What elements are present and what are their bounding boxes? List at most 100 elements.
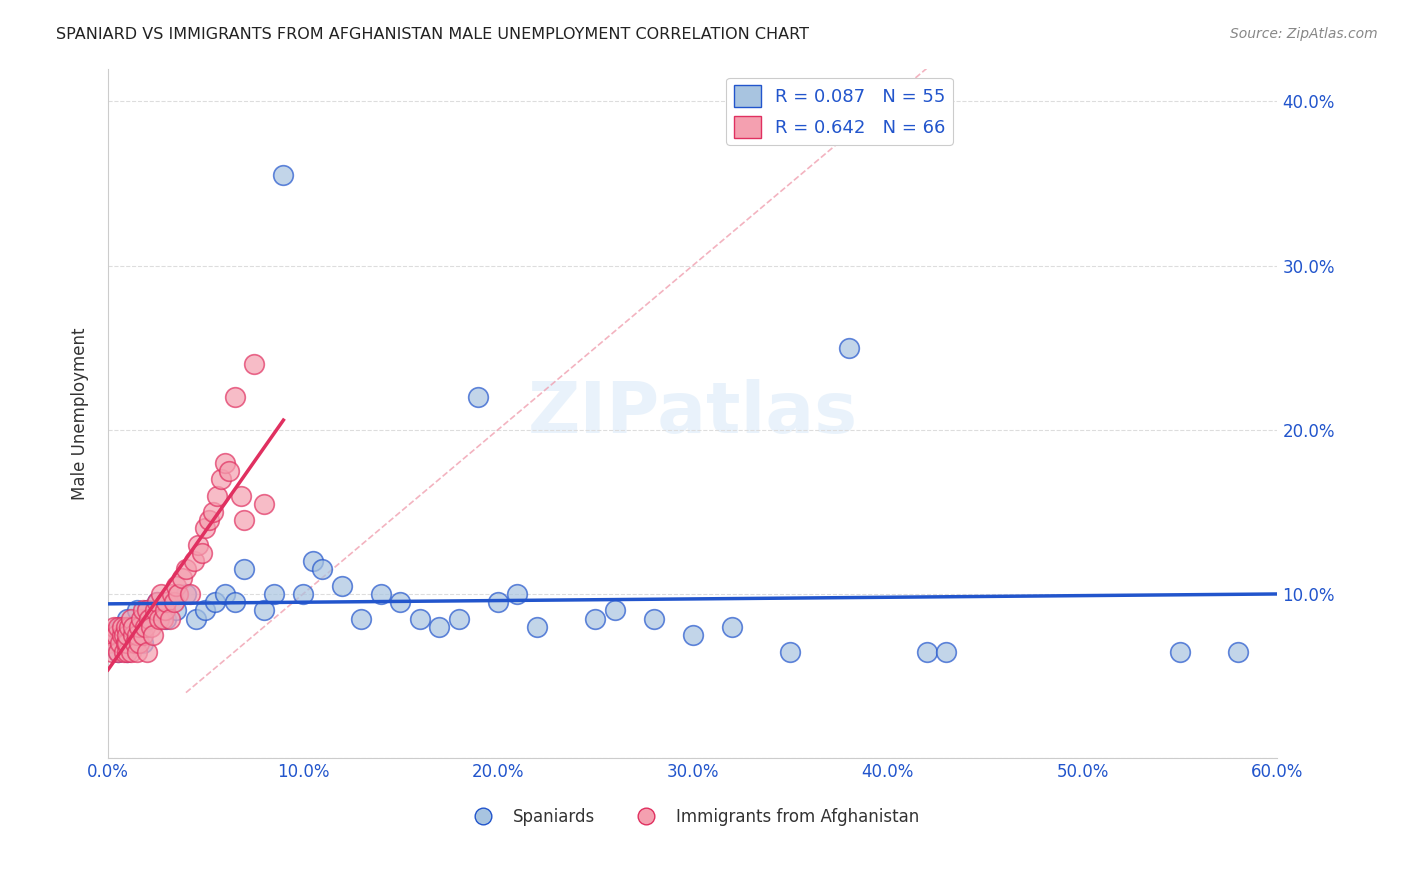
- Spaniards: [194, 603, 217, 617]
- Immigrants from Afghanistan: [139, 620, 162, 634]
- Spaniards: [103, 628, 125, 642]
- Spaniards: [233, 562, 256, 576]
- Spaniards: [311, 562, 333, 576]
- Immigrants from Afghanistan: [136, 644, 159, 658]
- Immigrants from Afghanistan: [205, 489, 228, 503]
- Immigrants from Afghanistan: [233, 513, 256, 527]
- Spaniards: [350, 612, 373, 626]
- Text: Source: ZipAtlas.com: Source: ZipAtlas.com: [1230, 27, 1378, 41]
- Spaniards: [114, 620, 136, 634]
- Spaniards: [104, 636, 127, 650]
- Immigrants from Afghanistan: [120, 644, 142, 658]
- Immigrants from Afghanistan: [114, 636, 136, 650]
- Immigrants from Afghanistan: [111, 628, 134, 642]
- Spaniards: [204, 595, 226, 609]
- Immigrants from Afghanistan: [108, 636, 131, 650]
- Immigrants from Afghanistan: [107, 644, 129, 658]
- Spaniards: [935, 644, 957, 658]
- Immigrants from Afghanistan: [170, 571, 193, 585]
- Spaniards: [273, 168, 295, 182]
- Text: SPANIARD VS IMMIGRANTS FROM AFGHANISTAN MALE UNEMPLOYMENT CORRELATION CHART: SPANIARD VS IMMIGRANTS FROM AFGHANISTAN …: [56, 27, 810, 42]
- Immigrants from Afghanistan: [198, 513, 221, 527]
- Immigrants from Afghanistan: [243, 357, 266, 371]
- Spaniards: [132, 636, 155, 650]
- Spaniards: [301, 554, 323, 568]
- Spaniards: [915, 644, 938, 658]
- Immigrants from Afghanistan: [155, 595, 177, 609]
- Immigrants from Afghanistan: [112, 644, 135, 658]
- Spaniards: [291, 587, 314, 601]
- Spaniards: [779, 644, 801, 658]
- Immigrants from Afghanistan: [132, 603, 155, 617]
- Immigrants from Afghanistan: [218, 464, 240, 478]
- Immigrants from Afghanistan: [120, 612, 142, 626]
- Immigrants from Afghanistan: [149, 587, 172, 601]
- Spaniards: [409, 612, 432, 626]
- Spaniards: [174, 587, 197, 601]
- Spaniards: [107, 644, 129, 658]
- Immigrants from Afghanistan: [187, 538, 209, 552]
- Immigrants from Afghanistan: [214, 456, 236, 470]
- Immigrants from Afghanistan: [111, 620, 134, 634]
- Spaniards: [720, 620, 742, 634]
- Spaniards: [111, 628, 134, 642]
- Immigrants from Afghanistan: [127, 644, 149, 658]
- Immigrants from Afghanistan: [101, 644, 124, 658]
- Spaniards: [136, 603, 159, 617]
- Immigrants from Afghanistan: [117, 644, 139, 658]
- Spaniards: [108, 620, 131, 634]
- Immigrants from Afghanistan: [112, 628, 135, 642]
- Spaniards: [1227, 644, 1250, 658]
- Immigrants from Afghanistan: [97, 628, 120, 642]
- Immigrants from Afghanistan: [114, 620, 136, 634]
- Spaniards: [117, 644, 139, 658]
- Spaniards: [486, 595, 509, 609]
- Spaniards: [263, 587, 285, 601]
- Immigrants from Afghanistan: [174, 562, 197, 576]
- Immigrants from Afghanistan: [107, 620, 129, 634]
- Immigrants from Afghanistan: [97, 636, 120, 650]
- Spaniards: [127, 603, 149, 617]
- Immigrants from Afghanistan: [202, 505, 225, 519]
- Spaniards: [155, 612, 177, 626]
- Immigrants from Afghanistan: [138, 612, 160, 626]
- Immigrants from Afghanistan: [104, 628, 127, 642]
- Spaniards: [643, 612, 665, 626]
- Immigrants from Afghanistan: [122, 620, 145, 634]
- Immigrants from Afghanistan: [122, 628, 145, 642]
- Legend: Spaniards, Immigrants from Afghanistan: Spaniards, Immigrants from Afghanistan: [460, 801, 925, 833]
- Immigrants from Afghanistan: [132, 628, 155, 642]
- Spaniards: [128, 628, 150, 642]
- Spaniards: [603, 603, 626, 617]
- Immigrants from Afghanistan: [224, 390, 246, 404]
- Spaniards: [330, 579, 353, 593]
- Spaniards: [838, 341, 860, 355]
- Immigrants from Afghanistan: [153, 603, 176, 617]
- Spaniards: [1168, 644, 1191, 658]
- Immigrants from Afghanistan: [167, 587, 190, 601]
- Spaniards: [117, 612, 139, 626]
- Spaniards: [506, 587, 529, 601]
- Spaniards: [447, 612, 470, 626]
- Spaniards: [127, 620, 149, 634]
- Spaniards: [129, 620, 152, 634]
- Spaniards: [370, 587, 392, 601]
- Text: ZIPatlas: ZIPatlas: [527, 379, 858, 448]
- Spaniards: [120, 628, 142, 642]
- Immigrants from Afghanistan: [143, 603, 166, 617]
- Immigrants from Afghanistan: [183, 554, 205, 568]
- Immigrants from Afghanistan: [136, 603, 159, 617]
- Immigrants from Afghanistan: [253, 497, 276, 511]
- Immigrants from Afghanistan: [127, 628, 149, 642]
- Immigrants from Afghanistan: [117, 636, 139, 650]
- Spaniards: [112, 636, 135, 650]
- Immigrants from Afghanistan: [159, 612, 181, 626]
- Spaniards: [165, 603, 187, 617]
- Spaniards: [389, 595, 412, 609]
- Immigrants from Afghanistan: [118, 620, 141, 634]
- Immigrants from Afghanistan: [194, 521, 217, 535]
- Y-axis label: Male Unemployment: Male Unemployment: [72, 327, 89, 500]
- Immigrants from Afghanistan: [124, 636, 146, 650]
- Immigrants from Afghanistan: [128, 636, 150, 650]
- Spaniards: [145, 595, 167, 609]
